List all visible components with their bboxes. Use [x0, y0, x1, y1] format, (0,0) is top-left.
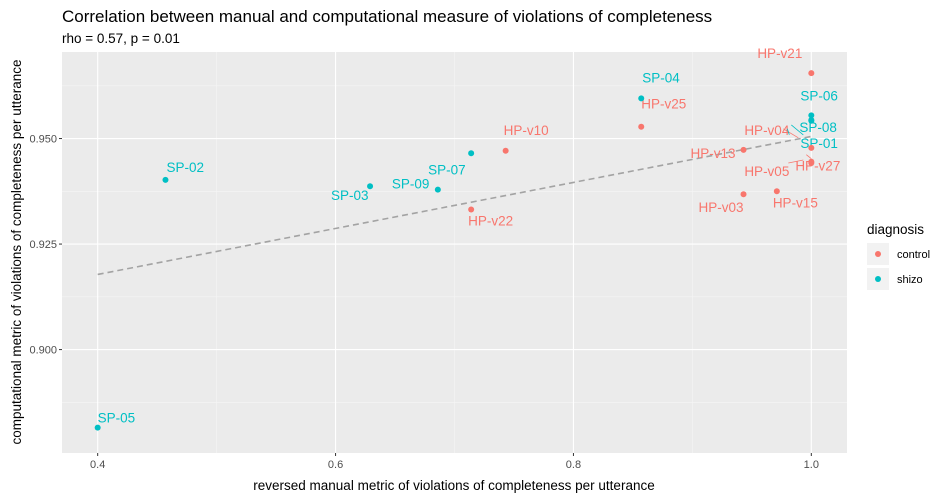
point-label: HP-v21 [757, 46, 802, 61]
point-label: SP-01 [800, 136, 838, 151]
data-point [162, 176, 169, 183]
x-tick-label: 0.4 [90, 459, 105, 471]
point-label: SP-08 [799, 120, 837, 135]
data-point [740, 146, 747, 153]
chart-subtitle: rho = 0.57, p = 0.01 [62, 31, 180, 46]
point-label: SP-04 [642, 70, 680, 85]
x-tick-label: 1.0 [804, 459, 819, 471]
trend-line-group [97, 135, 812, 276]
point-label: HP-v05 [744, 164, 789, 179]
point-label: SP-02 [166, 160, 204, 175]
data-point [468, 206, 475, 213]
y-axis-title: computational metric of violations of co… [9, 60, 24, 445]
x-axis-title: reversed manual metric of violations of … [253, 478, 654, 493]
label-leader-line [791, 124, 804, 136]
data-point [808, 160, 815, 167]
data-point [638, 123, 645, 130]
point-label: HP-v13 [691, 146, 736, 161]
point-label: SP-03 [331, 188, 369, 203]
point-label: HP-v27 [795, 159, 840, 174]
data-point [502, 147, 509, 154]
legend: diagnosis control shizo [867, 222, 930, 290]
point-label: HP-v10 [504, 123, 549, 138]
data-point [773, 188, 780, 195]
minor-gridlines [62, 52, 847, 453]
point-labels: HP-v21 HP-v25 HP-v10 HP-v04 HP-v13 HP-v27 HP-v… [98, 46, 841, 426]
legend-label: shizo [897, 274, 923, 286]
point-label: SP-09 [392, 177, 430, 192]
legend-label: control [897, 249, 930, 261]
legend-marker [875, 251, 881, 257]
data-point [638, 95, 645, 102]
label-leader-line [786, 128, 790, 135]
data-point [808, 144, 815, 151]
data-point [808, 112, 815, 119]
point-label: SP-07 [428, 162, 466, 177]
x-tick-label: 0.6 [328, 459, 343, 471]
data-point [740, 191, 747, 198]
x-tick-label: 0.8 [566, 459, 581, 471]
label-leader-line [788, 159, 804, 164]
data-point [94, 424, 101, 431]
legend-marker [875, 276, 881, 282]
y-tick-label: 0.950 [29, 134, 57, 146]
data-point [434, 186, 441, 193]
legend-title: diagnosis [867, 222, 924, 237]
point-label: HP-v04 [744, 123, 790, 138]
point-label: HP-v22 [468, 213, 513, 228]
data-point [468, 150, 475, 157]
major-gridlines [62, 52, 847, 453]
label-leader-line [806, 154, 812, 160]
y-tick-label: 0.925 [29, 239, 57, 251]
y-tick-label: 0.900 [29, 345, 57, 357]
data-point [808, 116, 815, 123]
x-axis-ticks: 0.4 0.6 0.8 1.0 [90, 453, 819, 471]
point-label: SP-05 [98, 411, 136, 426]
label-leader-line [783, 128, 799, 139]
point-label: SP-06 [800, 88, 838, 103]
trend-line [97, 135, 812, 276]
chart-title: Correlation between manual and computati… [62, 7, 712, 26]
point-label: HP-v25 [641, 97, 686, 112]
point-label: HP-v03 [699, 200, 744, 215]
y-axis-ticks: 0.900 0.925 0.950 [29, 134, 62, 357]
data-points [94, 70, 815, 431]
point-label: HP-v15 [773, 195, 818, 210]
data-point [367, 183, 374, 190]
data-point [808, 70, 815, 77]
